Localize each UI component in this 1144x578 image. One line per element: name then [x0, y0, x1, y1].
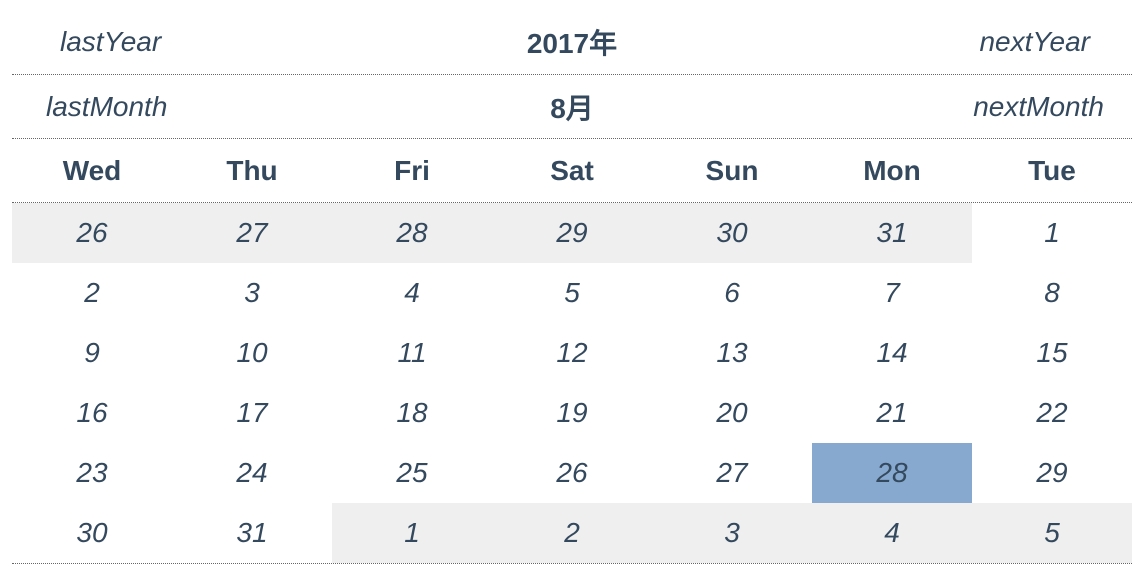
- weekday-label: Wed: [62, 154, 122, 186]
- day-cell-other-month[interactable]: 30: [652, 203, 812, 263]
- day-cell-selected[interactable]: 28: [812, 443, 972, 503]
- day-cell-other-month[interactable]: 28: [332, 203, 492, 263]
- day-cell[interactable]: 29: [1036, 457, 1068, 488]
- day-cell-other-month[interactable]: 29: [492, 203, 652, 263]
- calendar: lastYear 2017年 nextYear lastMonth 8月 nex…: [12, 10, 1132, 564]
- weekday-label: Fri: [394, 154, 430, 186]
- day-cell[interactable]: 24: [236, 457, 268, 488]
- last-month-link[interactable]: lastMonth: [46, 90, 168, 122]
- weekday-label: Thu: [226, 154, 278, 186]
- day-cell-other-month[interactable]: 5: [972, 503, 1132, 563]
- weekday-header: Wed Thu Fri Sat Sun Mon Tue: [12, 139, 1132, 203]
- day-cell[interactable]: 21: [876, 397, 908, 428]
- day-cell[interactable]: 13: [716, 337, 748, 368]
- day-cell[interactable]: 25: [396, 457, 428, 488]
- month-nav: lastMonth 8月 nextMonth: [12, 75, 1132, 139]
- day-cell-other-month[interactable]: 26: [12, 203, 172, 263]
- day-cell[interactable]: 7: [884, 277, 900, 308]
- day-cell[interactable]: 3: [244, 277, 260, 308]
- day-cell[interactable]: 5: [564, 277, 580, 308]
- day-cell[interactable]: 22: [1036, 397, 1068, 428]
- last-year-link[interactable]: lastYear: [60, 26, 162, 57]
- day-cell[interactable]: 11: [397, 337, 427, 368]
- day-cell[interactable]: 10: [236, 337, 268, 368]
- day-cell[interactable]: 15: [1036, 337, 1068, 368]
- next-year-link[interactable]: nextYear: [979, 26, 1090, 57]
- day-grid: 26 27 28 29 30 31 1 2 3 4 5 6 7 8 9 10 11 12 13 14 15 16 17 18 1…: [12, 203, 1132, 564]
- day-cell[interactable]: 8: [1044, 277, 1060, 308]
- day-cell[interactable]: 1: [1044, 217, 1060, 248]
- day-cell[interactable]: 18: [396, 397, 428, 428]
- year-title: 2017年: [526, 28, 618, 59]
- day-cell[interactable]: 17: [236, 397, 268, 428]
- day-cell[interactable]: 16: [76, 397, 108, 428]
- weekday-label: Tue: [1028, 154, 1076, 186]
- weekday-label: Sun: [705, 154, 759, 186]
- day-cell[interactable]: 23: [76, 457, 108, 488]
- day-cell[interactable]: 4: [404, 277, 420, 308]
- day-cell[interactable]: 19: [556, 397, 588, 428]
- day-cell-other-month[interactable]: 2: [492, 503, 652, 563]
- day-cell[interactable]: 6: [724, 277, 740, 308]
- day-cell-other-month[interactable]: 4: [812, 503, 972, 563]
- day-cell[interactable]: 31: [236, 517, 268, 548]
- weekday-label: Sat: [550, 154, 594, 186]
- day-cell[interactable]: 12: [556, 337, 588, 368]
- day-cell-other-month[interactable]: 27: [172, 203, 332, 263]
- day-cell[interactable]: 27: [716, 457, 748, 488]
- weekday-label: Mon: [863, 154, 921, 186]
- day-cell-other-month[interactable]: 31: [812, 203, 972, 263]
- year-nav: lastYear 2017年 nextYear: [12, 10, 1132, 75]
- day-cell-other-month[interactable]: 3: [652, 503, 812, 563]
- month-title: 8月: [550, 92, 594, 124]
- next-month-link[interactable]: nextMonth: [973, 90, 1104, 122]
- day-cell[interactable]: 30: [76, 517, 108, 548]
- day-cell[interactable]: 2: [84, 277, 100, 308]
- day-cell[interactable]: 20: [716, 397, 748, 428]
- day-cell[interactable]: 26: [556, 457, 588, 488]
- day-cell[interactable]: 9: [84, 337, 100, 368]
- day-cell-other-month[interactable]: 1: [332, 503, 492, 563]
- day-cell[interactable]: 14: [876, 337, 908, 368]
